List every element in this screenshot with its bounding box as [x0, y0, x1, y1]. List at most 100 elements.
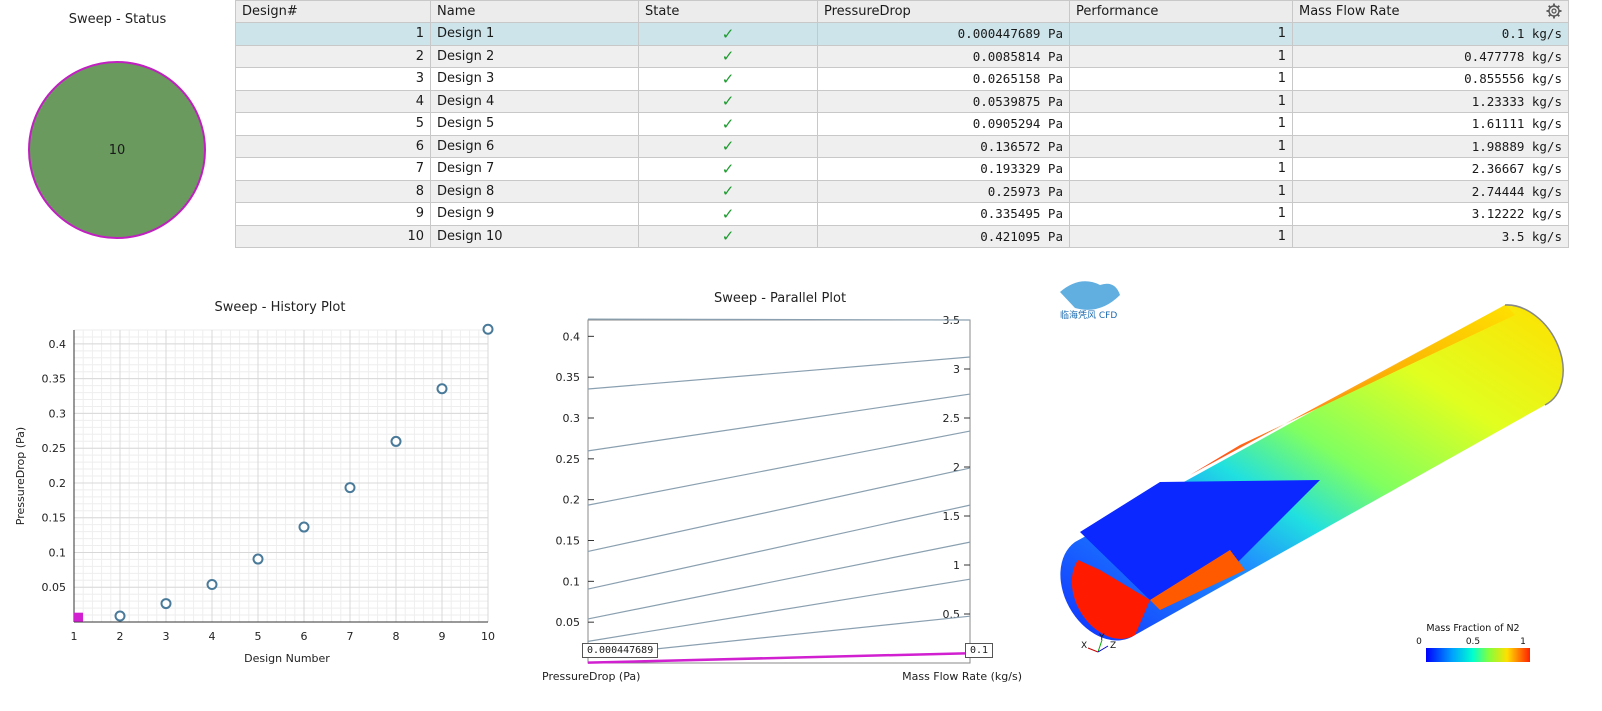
table-row[interactable]: 9 Design 9 ✓ 0.335495 Pa 1 3.12222 kg/s [235, 202, 1569, 226]
status-count-label: 10 [108, 142, 126, 158]
column-header-performance[interactable]: Performance [1069, 0, 1293, 23]
parallel-plot-title: Sweep - Parallel Plot [713, 291, 847, 306]
mass-flow-rate-cell: 0.855556 kg/s [1292, 67, 1569, 91]
data-point[interactable] [252, 553, 264, 565]
state-check-icon: ✓ [638, 112, 818, 136]
x-tick-label: 8 [393, 630, 400, 643]
mass-flow-rate-cell: 1.61111 kg/s [1292, 112, 1569, 136]
logo-text: 临海凭风 CFD [1060, 309, 1117, 321]
table-row[interactable]: 3 Design 3 ✓ 0.0265158 Pa 1 0.855556 kg/s [235, 67, 1569, 91]
design-number-cell: 3 [235, 67, 431, 91]
data-point[interactable] [114, 610, 126, 622]
pressure-drop-cell: 0.0085814 Pa [817, 44, 1070, 68]
y-tick-label: 0.4 [49, 338, 67, 351]
pressure-drop-cell: 0.193329 Pa [817, 157, 1070, 181]
column-header-state[interactable]: State [638, 0, 818, 23]
column-header-mass-flow-rate[interactable]: Mass Flow Rate [1292, 0, 1569, 23]
status-pie-chart[interactable]: 10 [28, 61, 206, 239]
performance-cell: 1 [1069, 202, 1293, 226]
right-axis-tick-label: 2 [953, 461, 960, 474]
table-row[interactable]: 5 Design 5 ✓ 0.0905294 Pa 1 1.61111 kg/s [235, 112, 1569, 136]
y-tick-label: 0.25 [42, 442, 67, 455]
data-point[interactable] [344, 482, 356, 494]
x-tick-label: 5 [255, 630, 262, 643]
x-tick-label: 7 [347, 630, 354, 643]
state-check-icon: ✓ [638, 179, 818, 203]
state-check-icon: ✓ [638, 157, 818, 181]
data-point[interactable] [482, 323, 494, 335]
y-tick-label: 0.15 [42, 512, 67, 525]
legend-tick-min: 0 [1416, 637, 1422, 647]
data-point[interactable] [160, 598, 172, 610]
design-name-cell: Design 8 [430, 179, 639, 203]
parallel-line[interactable] [587, 356, 971, 390]
plot-frame [587, 319, 971, 664]
table-row[interactable]: 8 Design 8 ✓ 0.25973 Pa 1 2.74444 kg/s [235, 179, 1569, 203]
status-title: Sweep - Status [68, 12, 167, 27]
parallel-line[interactable] [587, 504, 971, 590]
design-name-cell: Design 5 [430, 112, 639, 136]
data-point[interactable] [298, 521, 310, 533]
y-tick-label: 0.3 [49, 407, 67, 420]
legend-tick-max: 1 [1520, 637, 1526, 647]
table-row[interactable]: 10 Design 10 ✓ 0.421095 Pa 1 3.5 kg/s [235, 224, 1569, 248]
parallel-line[interactable] [587, 578, 971, 642]
parallel-line[interactable] [587, 318, 971, 321]
pressure-drop-cell: 0.25973 Pa [817, 179, 1070, 203]
table-row[interactable]: 6 Design 6 ✓ 0.136572 Pa 1 1.98889 kg/s [235, 134, 1569, 158]
x-tick-label: 9 [439, 630, 446, 643]
parallel-line[interactable] [587, 541, 971, 620]
column-header-design-number[interactable]: Design# [235, 0, 431, 23]
performance-cell: 1 [1069, 179, 1293, 203]
parallel-line[interactable] [587, 467, 971, 553]
pressure-drop-cell: 0.421095 Pa [817, 224, 1070, 248]
y-tick-label: 0.2 [49, 477, 67, 490]
history-plot[interactable]: 1 2 3 4 5 6 7 8 9 10 0.05 0.1 0.15 0.2 0.25 0.3 0.35 0.4 D… [0, 315, 510, 680]
parallel-line[interactable] [587, 651, 971, 664]
performance-cell: 1 [1069, 112, 1293, 136]
column-header-name[interactable]: Name [430, 0, 639, 23]
mass-flow-rate-cell: 0.477778 kg/s [1292, 44, 1569, 68]
x-tick-label: 1 [71, 630, 78, 643]
mass-flow-rate-cell: 1.23333 kg/s [1292, 89, 1569, 113]
left-axis-tick-label: 0.2 [563, 494, 581, 507]
design-name-cell: Design 10 [430, 224, 639, 248]
mass-flow-rate-cell: 3.12222 kg/s [1292, 202, 1569, 226]
performance-cell: 1 [1069, 157, 1293, 181]
state-check-icon: ✓ [638, 89, 818, 113]
pressure-drop-cell: 0.000447689 Pa [817, 22, 1070, 46]
data-point[interactable] [206, 578, 218, 590]
design-name-cell: Design 2 [430, 44, 639, 68]
data-point[interactable] [436, 383, 448, 395]
parallel-plot[interactable]: 0.050.10.150.20.250.30.350.40.511.522.53… [530, 305, 1040, 690]
left-axis-tick-label: 0.15 [556, 535, 581, 548]
cfd-scene-view[interactable]: 临海凭风 CFD X Y Z Mass Fraction of N2 0 0.5… [1040, 270, 1600, 690]
design-number-cell: 8 [235, 179, 431, 203]
performance-cell: 1 [1069, 134, 1293, 158]
table-row[interactable]: 2 Design 2 ✓ 0.0085814 Pa 1 0.477778 kg/s [235, 44, 1569, 68]
column-header-pressure-drop[interactable]: PressureDrop [817, 0, 1070, 23]
x-tick-label: 3 [163, 630, 170, 643]
history-plot-title: Sweep - History Plot [214, 300, 346, 315]
pressure-min-value-box[interactable]: 0.000447689 [582, 643, 659, 658]
parallel-line[interactable] [587, 393, 971, 452]
pressure-drop-cell: 0.335495 Pa [817, 202, 1070, 226]
parallel-line[interactable] [587, 430, 971, 506]
mass-flow-min-value-box[interactable]: 0.1 [965, 643, 994, 658]
data-point[interactable] [390, 435, 402, 447]
table-row[interactable]: 1 Design 1 ✓ 0.000447689 Pa 1 0.1 kg/s [235, 22, 1569, 46]
design-number-cell: 2 [235, 44, 431, 68]
left-axis-label: PressureDrop (Pa) [542, 670, 640, 683]
left-axis-tick-label: 0.4 [563, 330, 581, 343]
table-row[interactable]: 7 Design 7 ✓ 0.193329 Pa 1 2.36667 kg/s [235, 157, 1569, 181]
table-row[interactable]: 4 Design 4 ✓ 0.0539875 Pa 1 1.23333 kg/s [235, 89, 1569, 113]
design-number-cell: 7 [235, 157, 431, 181]
data-point-selected[interactable] [74, 612, 83, 622]
left-axis-tick-label: 0.1 [563, 575, 581, 588]
mass-flow-rate-cell: 2.74444 kg/s [1292, 179, 1569, 203]
gear-icon[interactable] [1546, 3, 1562, 19]
legend-tick-mid: 0.5 [1466, 637, 1480, 647]
design-name-cell: Design 1 [430, 22, 639, 46]
design-number-cell: 9 [235, 202, 431, 226]
design-number-cell: 6 [235, 134, 431, 158]
